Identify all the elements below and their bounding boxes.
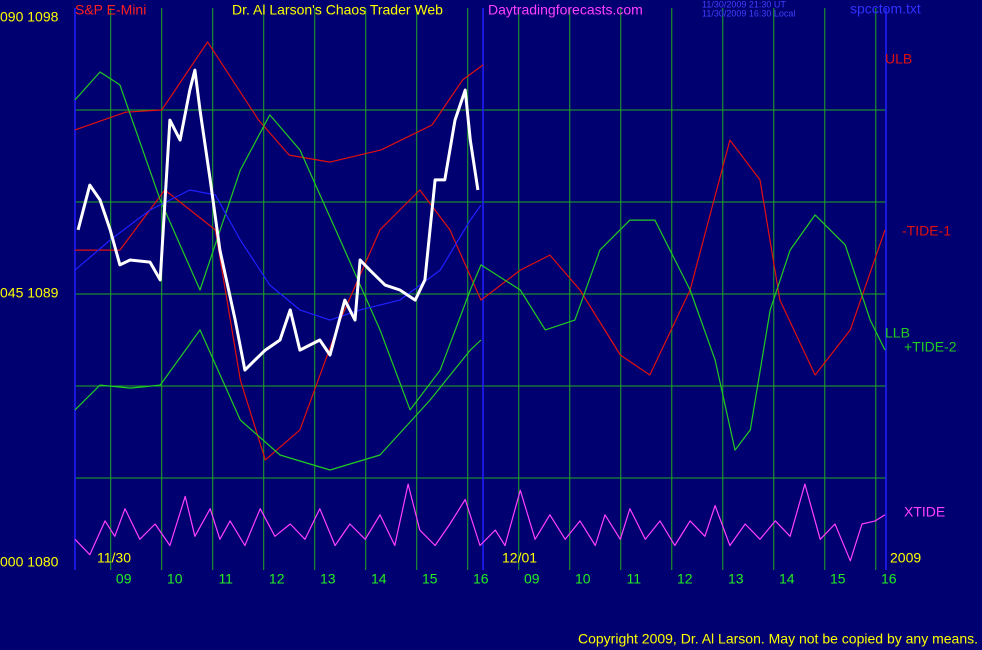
x-tick-label: 10 (167, 571, 183, 587)
x-tick-label: 11 (626, 571, 641, 587)
x-tick-label: 12 (269, 571, 285, 587)
x-tick-label: 11 (218, 571, 233, 587)
series-label: ULB (885, 51, 912, 67)
x-tick-label: 09 (116, 571, 132, 587)
x-tick-label: 10 (575, 571, 591, 587)
timestamp: 11/30/2009 16:30 Local (702, 8, 795, 18)
series-line (76, 68, 480, 372)
x-tick-label: 15 (830, 571, 846, 587)
x-tick-label: 09 (524, 571, 540, 587)
series-label: XTIDE (904, 504, 945, 520)
series-line (75, 139, 886, 461)
y-tick-label: 090 1098 (0, 9, 59, 25)
series-label: -TIDE-1 (902, 223, 951, 239)
x-tick-label: 13 (320, 571, 336, 587)
x-tick-label: 16 (473, 571, 489, 587)
x-tick-label: 15 (422, 571, 438, 587)
chart-subtitle: Dr. Al Larson's Chaos Trader Web (232, 2, 443, 18)
site-name: Daytradingforecasts.com (488, 2, 643, 18)
date-label: 11/30 (97, 550, 131, 566)
series-label: LLB (885, 325, 910, 341)
series-line (74, 71, 886, 451)
file-name: spcctom.txt (850, 1, 921, 17)
x-tick-label: 12 (677, 571, 693, 587)
copyright: Copyright 2009, Dr. Al Larson. May not b… (578, 631, 978, 647)
series-line (74, 329, 482, 471)
x-tick-label: 16 (881, 571, 897, 587)
series-line (74, 41, 484, 163)
timestamp: 11/30/2009 21:30 UT (702, 0, 786, 9)
date-label: 12/01 (502, 550, 537, 566)
x-tick-label: 14 (779, 571, 795, 587)
date-label: 2009 (890, 550, 921, 566)
series-label: +TIDE-2 (904, 339, 957, 355)
series-line (74, 483, 886, 562)
y-tick-label: 000 1080 (0, 554, 59, 570)
x-tick-label: 13 (728, 571, 744, 587)
grid: 09 10 11 12 13 14 15 16 09 10 11 12 13 14 15 16 090 1098… (0, 8, 897, 587)
series-line (74, 189, 482, 321)
chart-title: S&P E-Mini (75, 2, 146, 18)
x-tick-label: 14 (371, 571, 387, 587)
plot: ULB -TIDE-1 LLB+TIDE-2 XTIDE (74, 41, 957, 562)
y-tick-label: 045 1089 (0, 285, 59, 301)
